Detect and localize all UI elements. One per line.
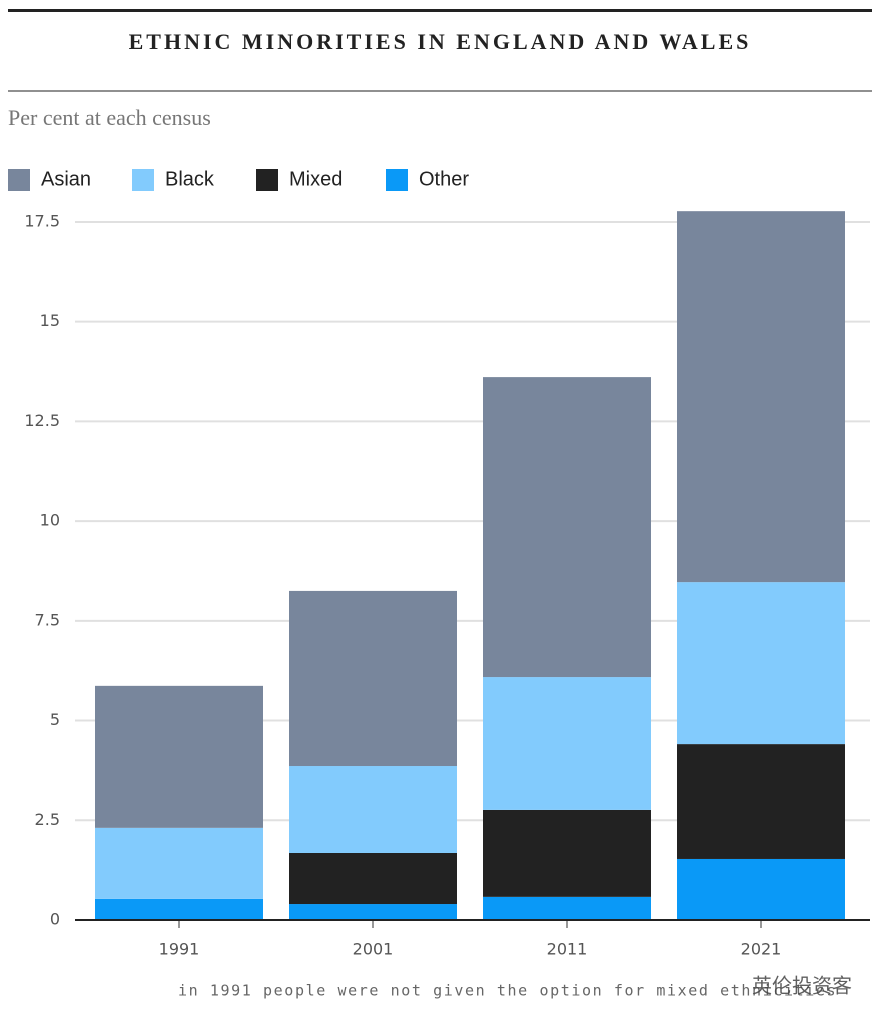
y-tick-label: 12.5 [24,411,60,430]
bar-segment [677,858,845,920]
y-tick-label: 7.5 [35,610,60,629]
subtitle: Per cent at each census [8,105,211,130]
legend-swatch [256,169,278,191]
legend-swatch [132,169,154,191]
bar-segment [677,582,845,745]
x-tick-label: 1991 [159,940,200,959]
y-tick-label: 0 [50,910,60,929]
bar-segment [677,744,845,859]
y-tick-label: 2.5 [35,810,60,829]
bar-segment [95,898,263,920]
legend-label: Mixed [289,168,342,190]
bar-segment [483,677,651,810]
legend-label: Black [165,168,215,190]
bar-segment [95,827,263,899]
legend-label: Asian [41,168,91,190]
y-tick-label: 10 [40,511,60,530]
x-tick-label: 2021 [741,940,782,959]
top-rule [8,9,872,12]
legend: Asian Black Mixed Other [8,168,469,191]
y-tick-label: 5 [50,710,60,729]
x-tick-label: 2011 [547,940,588,959]
footnote: in 1991 people were not given the option… [178,982,837,1000]
chart-title: ETHNIC MINORITIES IN ENGLAND AND WALES [129,29,752,54]
bar-segment [289,904,457,920]
legend-swatch [8,169,30,191]
legend-label: Other [419,168,469,190]
watermark: 英伦投资客 [752,974,852,998]
bar-segment [483,896,651,920]
y-tick-label: 15 [40,311,60,330]
bar-segment [289,852,457,905]
bar-segment [95,685,263,828]
bar-segment [483,809,651,897]
bar-segment [677,211,845,583]
bar-segment [289,766,457,853]
bar-segment [483,377,651,678]
bar-segment [289,590,457,767]
x-tick-label: 2001 [353,940,394,959]
legend-swatch [386,169,408,191]
y-tick-label: 17.5 [24,211,60,230]
plot: 0 2.5 5 7.5 10 12.5 15 17.5 1991 2001 2011 2021 [24,211,870,959]
